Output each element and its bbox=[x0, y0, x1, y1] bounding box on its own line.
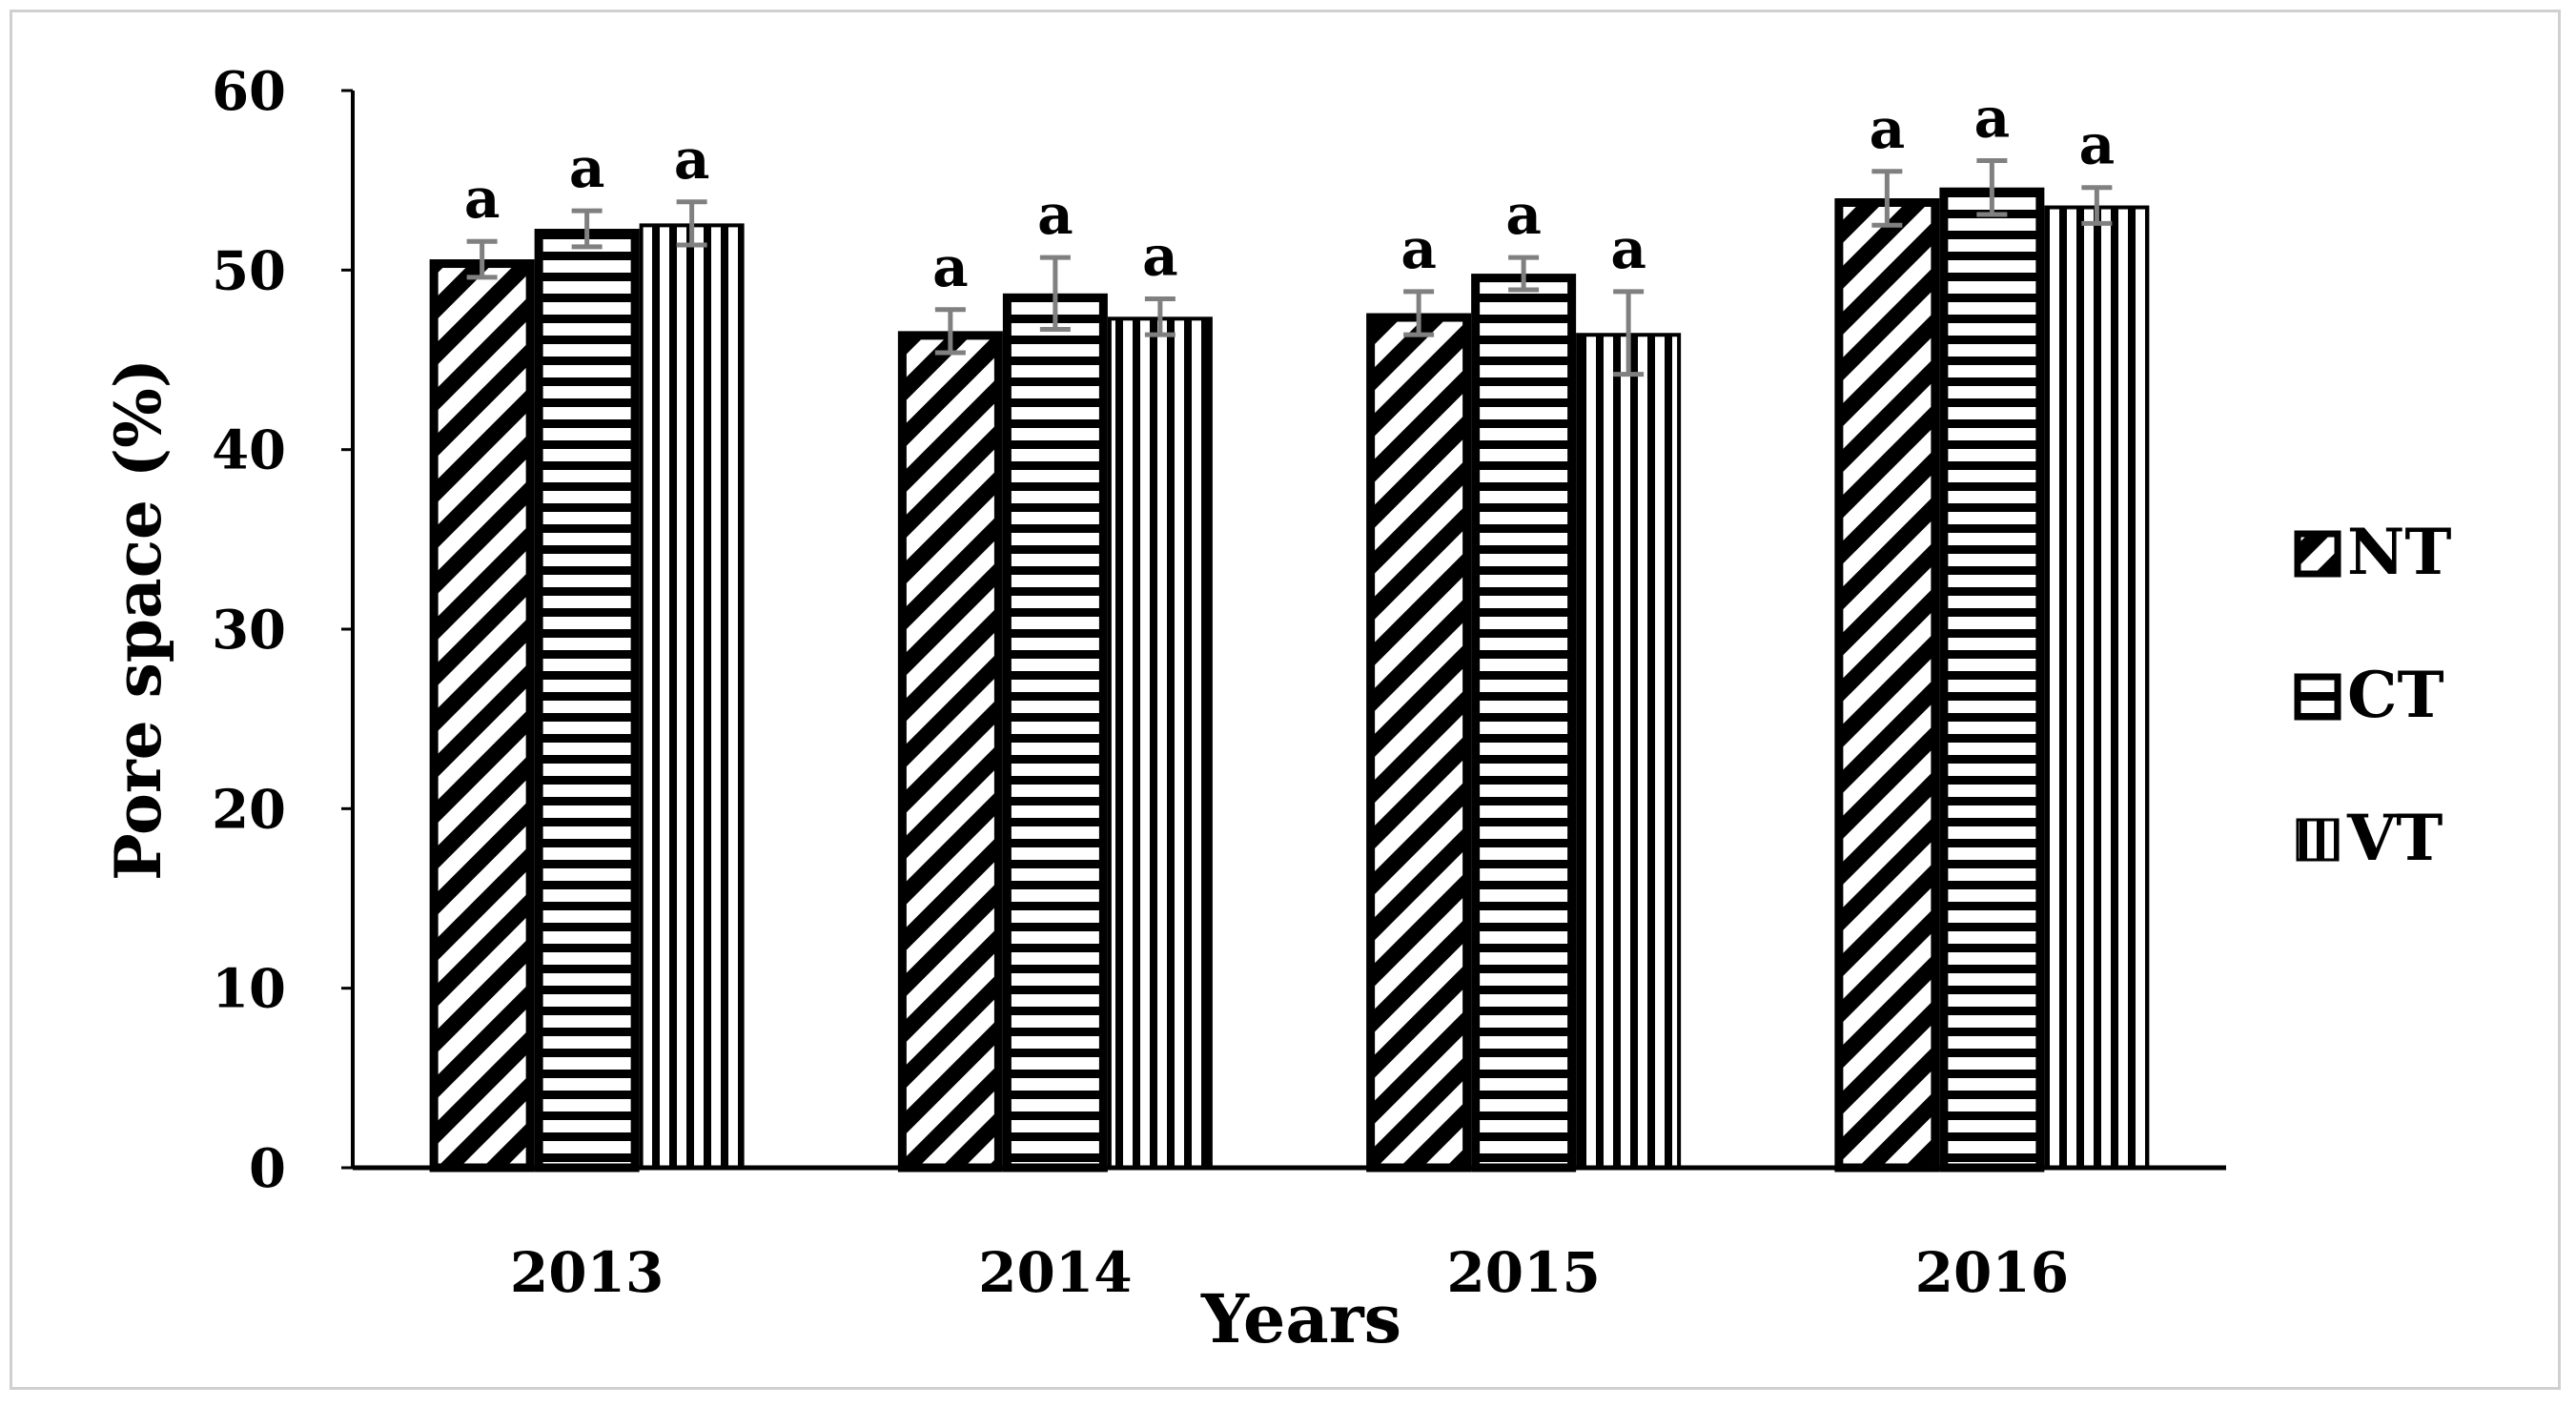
x-tick-label: 2016 bbox=[1915, 1240, 2069, 1305]
error-bar-nt-2013 bbox=[466, 238, 498, 280]
y-axis: 0 10 20 30 40 50 60 bbox=[212, 60, 355, 1200]
significance-label: a bbox=[674, 127, 710, 192]
bar-ct-2016 bbox=[1939, 187, 2045, 1172]
bar-ct-2014 bbox=[1002, 293, 1108, 1172]
significance-label: a bbox=[464, 166, 501, 231]
significance-label: a bbox=[1037, 182, 1073, 247]
error-bar-ct-2016 bbox=[1976, 157, 2008, 217]
bar-nt-2015 bbox=[1366, 313, 1472, 1172]
y-tick-label: 20 bbox=[212, 778, 286, 841]
significance-label: a bbox=[1400, 216, 1437, 281]
bar-vt-2014 bbox=[1107, 316, 1213, 1170]
x-axis: 2013 2014 2015 2016 bbox=[353, 1165, 2226, 1305]
bar-nt-2016 bbox=[1834, 198, 1940, 1172]
significance-label: a bbox=[1142, 223, 1178, 288]
x-tick-label: 2015 bbox=[1446, 1240, 1600, 1305]
x-axis-title: Years bbox=[1200, 1279, 1401, 1358]
error-bar-vt-2014 bbox=[1144, 296, 1176, 337]
legend-swatch bbox=[2296, 818, 2340, 862]
significance-label: a bbox=[932, 234, 969, 299]
bar-ct-2013 bbox=[534, 229, 640, 1172]
error-bar-nt-2014 bbox=[934, 307, 966, 356]
significance-label: a bbox=[1974, 85, 2011, 150]
bar-nt-2013 bbox=[429, 259, 535, 1172]
x-tick-label: 2014 bbox=[978, 1240, 1132, 1305]
error-bar-vt-2016 bbox=[2081, 185, 2113, 226]
bar-vt-2015 bbox=[1576, 333, 1682, 1170]
y-tick-label: 60 bbox=[212, 60, 286, 123]
y-tick-label: 50 bbox=[212, 239, 286, 302]
legend-label: NT bbox=[2347, 515, 2451, 589]
significance-label: a bbox=[1610, 216, 1646, 281]
significance-label: a bbox=[2079, 112, 2116, 177]
bar-ct-2015 bbox=[1471, 274, 1577, 1172]
error-bar-ct-2014 bbox=[1039, 255, 1071, 332]
legend-item-ct: CT bbox=[2294, 658, 2444, 732]
y-tick-label: 30 bbox=[212, 599, 286, 662]
legend-swatch bbox=[2294, 530, 2341, 578]
significance-label: a bbox=[569, 135, 605, 200]
y-tick-label: 40 bbox=[212, 419, 286, 482]
bars bbox=[429, 187, 2150, 1172]
legend: NT CT VT bbox=[2294, 515, 2451, 875]
x-tick-label: 2013 bbox=[510, 1240, 664, 1305]
y-axis-title: Pore space (%) bbox=[101, 358, 175, 881]
error-bar-vt-2013 bbox=[676, 199, 707, 248]
error-bar-ct-2015 bbox=[1508, 255, 1540, 293]
legend-label: VT bbox=[2346, 801, 2443, 875]
significance-labels: a a a a a a a a a a a a bbox=[464, 85, 2115, 298]
legend-swatch bbox=[2294, 673, 2341, 721]
significance-label: a bbox=[1870, 96, 1906, 161]
error-bar-nt-2015 bbox=[1403, 289, 1435, 337]
legend-item-nt: NT bbox=[2294, 515, 2451, 589]
bar-vt-2013 bbox=[639, 223, 745, 1171]
y-tick-label: 0 bbox=[249, 1137, 286, 1200]
legend-label: CT bbox=[2347, 658, 2444, 732]
y-tick-label: 10 bbox=[212, 958, 286, 1021]
error-bars bbox=[466, 157, 2113, 377]
error-bar-ct-2013 bbox=[571, 208, 603, 250]
error-bar-nt-2016 bbox=[1871, 169, 1903, 228]
bar-nt-2014 bbox=[897, 331, 1003, 1172]
significance-label: a bbox=[1505, 182, 1542, 247]
bar-vt-2016 bbox=[2044, 205, 2150, 1171]
legend-item-vt: VT bbox=[2296, 801, 2443, 875]
error-bar-vt-2015 bbox=[1613, 289, 1645, 377]
